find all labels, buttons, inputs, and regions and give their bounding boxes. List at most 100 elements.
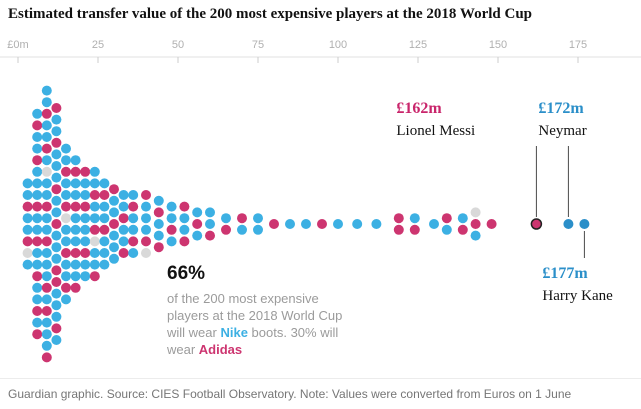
- player-dot: [128, 248, 139, 258]
- player-dot: [61, 201, 71, 212]
- player-dot: [109, 230, 119, 241]
- player-dot: [153, 230, 164, 241]
- player-dot: [192, 207, 203, 218]
- player-dot: [179, 224, 190, 235]
- player-dot: [70, 248, 81, 258]
- player-dot: [61, 271, 71, 282]
- player-dot: [393, 213, 404, 224]
- player-dot: [429, 219, 439, 229]
- player-dot: [128, 224, 139, 235]
- player-dot: [109, 242, 119, 253]
- player-dot: [128, 213, 139, 224]
- player-dot: [237, 224, 247, 235]
- player-dot: [269, 219, 279, 229]
- caption-nike: Nike: [220, 325, 248, 340]
- player-dot: [192, 230, 203, 241]
- player-dot: [51, 172, 62, 183]
- player-dot: [51, 230, 62, 241]
- annotation-name: Neymar: [538, 122, 587, 139]
- annotation-name: Lionel Messi: [396, 122, 476, 139]
- annotation-value: £177m: [542, 265, 588, 282]
- player-dot: [352, 219, 363, 229]
- player-dot: [89, 248, 100, 258]
- player-dot: [80, 271, 91, 282]
- player-dot: [41, 236, 52, 247]
- player-dot: [41, 213, 52, 224]
- caption: 66% of the 200 most expensive players at…: [167, 263, 349, 358]
- player-dot: [51, 114, 62, 125]
- player-dot: [61, 224, 71, 235]
- player-dot: [41, 85, 52, 96]
- caption-mid: boots. 30% will wear: [167, 325, 339, 357]
- player-dot: [89, 236, 100, 247]
- player-dot: [32, 143, 43, 154]
- player-dot: [41, 224, 52, 235]
- player-dot: [205, 230, 215, 241]
- player-dot: [41, 97, 52, 108]
- player-dot: [179, 236, 190, 247]
- player-dot: [80, 178, 91, 189]
- player-dot: [118, 248, 129, 258]
- player-dot: [32, 213, 43, 224]
- axis-tick-label: 75: [252, 39, 264, 51]
- player-dot: [118, 236, 129, 247]
- player-dot: [41, 155, 52, 166]
- player-dot: [205, 207, 215, 218]
- player-dot: [89, 166, 100, 177]
- player-dot: [70, 236, 81, 247]
- player-dot: [41, 259, 52, 270]
- player-dot: [89, 259, 100, 270]
- player-dot: [51, 323, 62, 334]
- player-dot: [128, 190, 139, 200]
- player-dot: [393, 224, 404, 235]
- player-dot: [70, 178, 81, 189]
- player-dot: [579, 219, 590, 229]
- player-dot: [51, 219, 62, 229]
- player-dot: [470, 219, 481, 229]
- player-dot: [141, 236, 151, 247]
- player-dot: [32, 294, 43, 305]
- player-dot: [109, 207, 119, 218]
- player-dot: [486, 219, 497, 229]
- player-dot: [141, 213, 151, 224]
- player-dot: [89, 178, 100, 189]
- player-dot: [61, 143, 71, 154]
- axis-tick-label: 100: [329, 39, 347, 51]
- axis-tick-label: 150: [489, 39, 507, 51]
- player-dot: [41, 317, 52, 328]
- caption-text: of the 200 most expensive players at the…: [167, 290, 349, 358]
- player-dot: [70, 213, 81, 224]
- player-dot: [333, 219, 343, 229]
- player-dot: [32, 236, 43, 247]
- player-dot: [32, 317, 43, 328]
- player-dot: [51, 207, 62, 218]
- player-dot: [99, 259, 110, 270]
- player-dot: [61, 213, 71, 224]
- player-dot: [41, 248, 52, 258]
- player-dot: [80, 236, 91, 247]
- axis-tick-label: 125: [409, 39, 427, 51]
- player-dot: [32, 329, 43, 340]
- player-dot: [317, 219, 327, 229]
- player-dot: [80, 248, 91, 258]
- player-dot: [22, 190, 33, 200]
- player-dot: [61, 282, 71, 293]
- player-dot: [51, 277, 62, 287]
- player-dot: [51, 242, 62, 253]
- player-dot: [22, 178, 33, 189]
- player-dot: [41, 282, 52, 293]
- player-dot: [99, 248, 110, 258]
- player-dot: [99, 201, 110, 212]
- annotation-value: £162m: [396, 100, 442, 117]
- player-dot: [530, 218, 543, 230]
- player-dot: [51, 161, 62, 171]
- player-dot: [109, 195, 119, 206]
- player-dot: [457, 213, 468, 224]
- player-dot: [563, 219, 574, 229]
- player-dot: [70, 282, 81, 293]
- player-dot: [41, 294, 52, 305]
- player-dot: [89, 271, 100, 282]
- player-dot: [32, 132, 43, 142]
- page-title: Estimated transfer value of the 200 most…: [8, 6, 533, 22]
